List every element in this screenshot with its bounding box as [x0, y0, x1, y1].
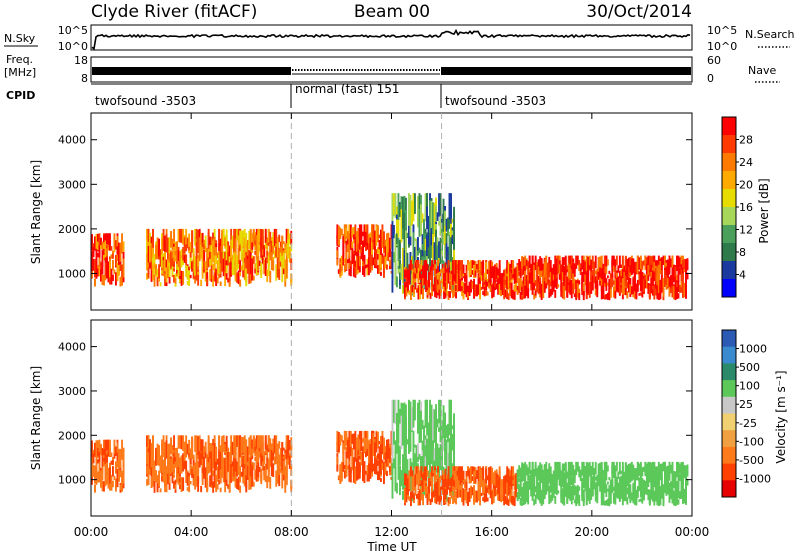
noise-right-top-tick: 10^5	[707, 24, 737, 37]
velocity-heatmap	[91, 399, 689, 507]
cpid-segment-1: twofsound -3503	[95, 94, 196, 108]
velocity-colorbar-label: Velocity [m s⁻¹]	[774, 370, 788, 463]
velocity-colorbar-swatch-3	[722, 380, 736, 398]
power-colorbar-swatch-1	[722, 135, 736, 154]
velocity-ytick-label-2: 3000	[58, 385, 86, 398]
power-colorbar-swatch-6	[722, 225, 736, 244]
power-axis: 1000 2000 3000 4000	[58, 113, 692, 310]
power-ylabel: Slant Range [km]	[29, 160, 43, 264]
nave-label: Nave	[748, 64, 776, 77]
power-colorbar-tick-label-3: 16	[739, 201, 753, 214]
velocity-colorbar-tick-label-0: 1000	[739, 343, 767, 356]
echo-region-power-5	[516, 255, 689, 301]
velocity-colorbar-tick-label-3: 25	[739, 398, 753, 411]
echo-region-velocity-2	[336, 430, 393, 485]
noise-left-bottom-tick: 10^0	[58, 40, 88, 53]
velocity-colorbar-tick-label-6: -500	[739, 454, 764, 467]
velocity-axis: 1000 2000 3000 4000	[58, 320, 692, 516]
noise-sky-series	[91, 28, 691, 51]
power-colorbar-swatch-9	[722, 279, 736, 298]
velocity-ytick-label-1: 2000	[58, 429, 86, 442]
nave-tick-top: 60	[707, 54, 721, 67]
velocity-colorbar-swatch-2	[722, 363, 736, 381]
cpid-segment-3: twofsound -3503	[445, 94, 546, 108]
time-axis: 00:00 04:00 08:00 12:00 16:00 20:00 00:00	[74, 113, 710, 539]
power-heatmap	[91, 193, 689, 301]
freq-label-1: Freq.	[6, 53, 33, 66]
echo-region-power-0	[91, 233, 125, 287]
power-ytick-label-2: 3000	[58, 178, 86, 191]
power-colorbar-tick-label-4: 12	[739, 224, 753, 237]
power-colorbar-tick-label-2: 20	[739, 179, 753, 192]
echo-region-power-1	[146, 228, 293, 287]
x-axis-label: Time UT	[366, 540, 417, 554]
nave-tick-bottom: 0	[707, 72, 714, 85]
velocity-colorbar-frame	[721, 329, 737, 498]
echo-region-velocity-4	[404, 466, 518, 507]
beam-title: Beam 00	[354, 2, 430, 22]
xtick-label-1: 04:00	[174, 525, 209, 539]
velocity-colorbar-tick-label-2: 100	[739, 380, 760, 393]
velocity-colorbar-swatch-5	[722, 413, 736, 431]
echo-region-velocity-0	[91, 439, 125, 493]
noise-sky-label: N.Sky	[4, 32, 36, 45]
noise-panel	[90, 24, 693, 51]
power-colorbar-label: Power [dB]	[757, 178, 771, 243]
velocity-colorbar-swatch-4	[722, 396, 736, 414]
echo-region-velocity-1	[146, 435, 293, 493]
velocity-colorbar-tick-label-4: -25	[739, 417, 757, 430]
power-colorbar-swatch-4	[722, 189, 736, 208]
velocity-ytick-label-0: 1000	[58, 474, 86, 487]
xtick-label-5: 20:00	[575, 525, 610, 539]
xtick-label-6: 00:00	[675, 525, 710, 539]
xtick-label-2: 08:00	[274, 525, 309, 539]
power-colorbar-tick-label-6: 4	[739, 269, 746, 282]
power-colorbar-swatch-8	[722, 261, 736, 280]
power-colorbar-tick-label-0: 28	[739, 134, 753, 147]
station-title: Clyde River (fitACF)	[91, 2, 257, 22]
power-colorbar-swatch-2	[722, 153, 736, 172]
velocity-colorbar-swatch-0	[722, 330, 736, 348]
cpid-segment-2: normal (fast) 151	[295, 82, 399, 96]
power-colorbar-swatch-3	[722, 171, 736, 190]
velocity-colorbar: 1000 500 100 25 -25 -100 -500 -1000	[721, 329, 771, 498]
power-colorbar-swatch-5	[722, 207, 736, 226]
power-colorbar-swatch-0	[722, 117, 736, 136]
noise-left-top-tick: 10^5	[58, 24, 88, 37]
freq-tick-top: 18	[74, 54, 88, 67]
echo-region-power-4	[404, 260, 518, 301]
power-colorbar-tick-label-1: 24	[739, 156, 753, 169]
velocity-colorbar-swatch-7	[722, 446, 736, 465]
velocity-ytick-label-3: 4000	[58, 341, 86, 354]
freq-band-left	[92, 67, 291, 75]
power-ytick-label-1: 2000	[58, 223, 86, 236]
echo-region-velocity-5	[516, 461, 689, 507]
velocity-colorbar-swatch-1	[722, 346, 736, 364]
date-title: 30/Oct/2014	[586, 2, 692, 22]
power-colorbar: 28 24 20 16 12 8 4	[721, 116, 753, 298]
frequency-panel	[90, 56, 693, 83]
velocity-colorbar-tick-label-5: -100	[739, 435, 764, 448]
velocity-colorbar-swatch-8	[722, 463, 736, 481]
xtick-label-0: 00:00	[74, 525, 109, 539]
echo-region-power-2	[336, 224, 393, 278]
power-colorbar-tick-label-5: 8	[739, 246, 746, 259]
power-colorbar-swatch-7	[722, 243, 736, 262]
xtick-label-3: 12:00	[374, 525, 409, 539]
velocity-colorbar-tick-label-7: -1000	[739, 472, 771, 485]
freq-label-2: [MHz]	[4, 66, 36, 79]
velocity-colorbar-swatch-6	[722, 430, 736, 448]
noise-search-label: N.Search	[745, 28, 795, 41]
velocity-colorbar-tick-label-1: 500	[739, 361, 760, 374]
freq-band-right	[441, 67, 691, 75]
cpid-label: CPID	[6, 89, 35, 102]
power-ytick-label-3: 4000	[58, 134, 86, 147]
xtick-label-4: 16:00	[474, 525, 509, 539]
velocity-colorbar-swatch-9	[722, 480, 736, 498]
freq-tick-bottom: 8	[81, 72, 88, 85]
velocity-ylabel: Slant Range [km]	[29, 366, 43, 470]
noise-right-bottom-tick: 10^0	[707, 40, 737, 53]
power-ytick-label-0: 1000	[58, 267, 86, 280]
